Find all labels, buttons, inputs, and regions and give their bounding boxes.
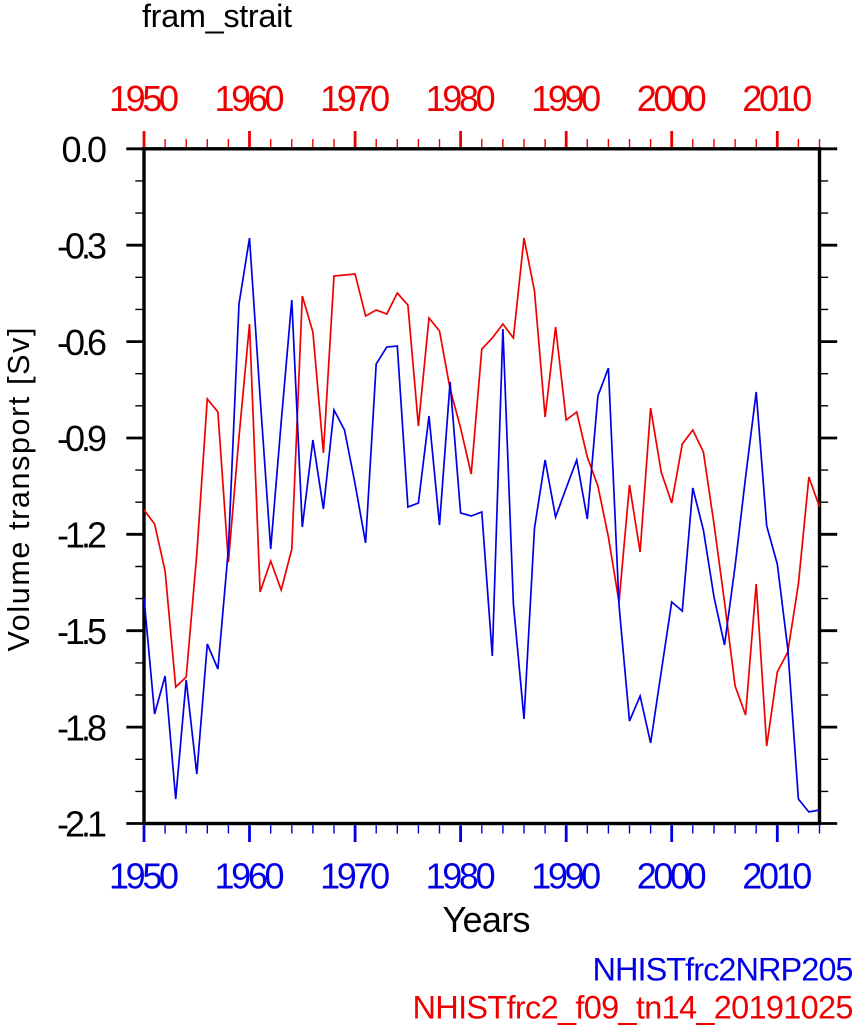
svg-text:1980: 1980: [426, 855, 496, 896]
svg-text:-2.1: -2.1: [57, 804, 107, 845]
svg-text:NHISTfrc2_f09_tn14_20191025: NHISTfrc2_f09_tn14_20191025: [413, 990, 854, 1026]
svg-text:1950: 1950: [109, 78, 179, 119]
svg-text:1950: 1950: [109, 855, 179, 896]
svg-text:-1.5: -1.5: [57, 611, 107, 652]
svg-text:1960: 1960: [215, 78, 285, 119]
svg-text:1960: 1960: [215, 855, 285, 896]
svg-text:1980: 1980: [426, 78, 496, 119]
svg-text:-1.2: -1.2: [57, 515, 107, 556]
svg-text:-0.3: -0.3: [57, 225, 107, 266]
svg-text:Volume transport [Sv]: Volume transport [Sv]: [2, 328, 36, 652]
svg-text:NHISTfrc2NRP205: NHISTfrc2NRP205: [593, 952, 854, 988]
svg-text:-0.6: -0.6: [57, 322, 107, 363]
svg-text:1970: 1970: [320, 78, 390, 119]
svg-text:1970: 1970: [320, 855, 390, 896]
svg-text:-0.9: -0.9: [57, 418, 107, 459]
svg-text:2010: 2010: [742, 78, 812, 119]
svg-text:fram_strait: fram_strait: [142, 0, 292, 34]
svg-text:2000: 2000: [637, 855, 707, 896]
svg-text:-1.8: -1.8: [57, 707, 107, 748]
svg-text:0.0: 0.0: [62, 129, 108, 170]
svg-text:Years: Years: [443, 899, 531, 940]
svg-text:1990: 1990: [531, 78, 601, 119]
svg-text:2010: 2010: [742, 855, 812, 896]
svg-text:1990: 1990: [531, 855, 601, 896]
svg-text:2000: 2000: [637, 78, 707, 119]
